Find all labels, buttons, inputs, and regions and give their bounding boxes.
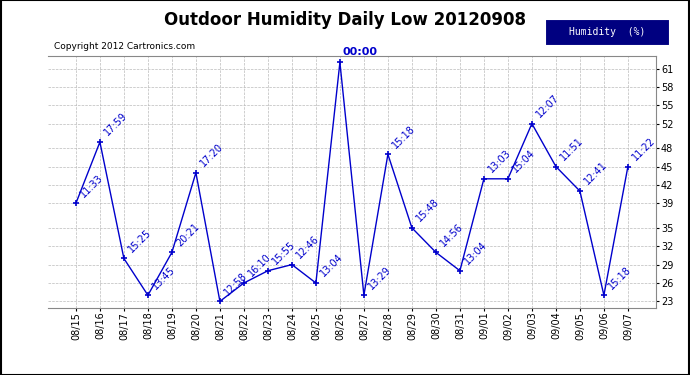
- Text: 15:18: 15:18: [391, 123, 417, 150]
- Text: 14:56: 14:56: [439, 221, 466, 248]
- Text: 12:07: 12:07: [535, 93, 562, 120]
- Text: 11:33: 11:33: [79, 172, 106, 199]
- Text: Humidity  (%): Humidity (%): [569, 27, 645, 37]
- Text: 15:25: 15:25: [127, 227, 154, 254]
- Text: 20:21: 20:21: [175, 221, 201, 248]
- Text: 12:41: 12:41: [582, 160, 609, 187]
- Text: 13:45: 13:45: [150, 264, 177, 291]
- Text: Outdoor Humidity Daily Low 20120908: Outdoor Humidity Daily Low 20120908: [164, 11, 526, 29]
- Text: 17:59: 17:59: [103, 111, 130, 138]
- Text: 00:00: 00:00: [343, 47, 377, 57]
- Text: 12:58: 12:58: [223, 270, 250, 297]
- Text: 12:46: 12:46: [295, 234, 322, 260]
- Text: 15:18: 15:18: [607, 264, 633, 291]
- Text: 17:20: 17:20: [199, 142, 226, 168]
- Text: 13:04: 13:04: [463, 240, 489, 267]
- Text: 13:04: 13:04: [319, 252, 346, 279]
- Text: 11:51: 11:51: [559, 136, 585, 162]
- Text: Copyright 2012 Cartronics.com: Copyright 2012 Cartronics.com: [55, 42, 195, 51]
- Text: 15:48: 15:48: [415, 197, 442, 223]
- Text: 15:04: 15:04: [511, 148, 538, 175]
- Text: 11:22: 11:22: [631, 135, 658, 162]
- Text: 13:29: 13:29: [366, 264, 393, 291]
- Text: 15:55: 15:55: [270, 240, 297, 267]
- Text: 13:03: 13:03: [486, 148, 513, 175]
- Text: 16:10: 16:10: [247, 252, 273, 279]
